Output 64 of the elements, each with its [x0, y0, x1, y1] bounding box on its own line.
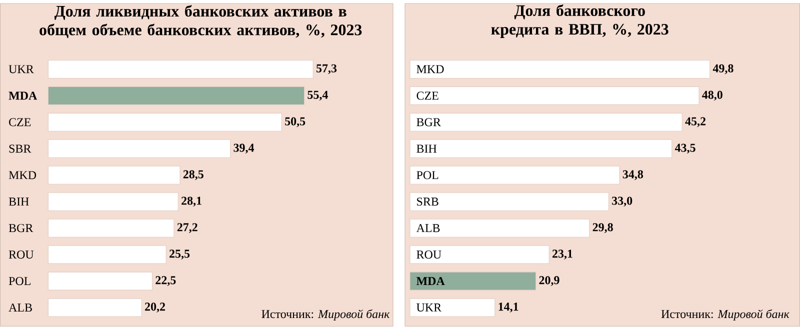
- bar: [410, 298, 496, 317]
- y-tick-label: ALB: [8, 304, 32, 312]
- bar: [48, 272, 153, 290]
- data-label: 25,5: [170, 250, 190, 260]
- y-tick-label: MKD: [8, 171, 36, 180]
- bar: [48, 113, 282, 132]
- bar: [48, 245, 166, 264]
- data-label: 34,8: [622, 170, 644, 180]
- y-tick-label: SRB: [417, 198, 438, 206]
- data-label: 57,3: [316, 64, 337, 74]
- bar: [48, 298, 142, 317]
- y-tick-label: CZE: [9, 118, 31, 126]
- data-label: 45,2: [685, 117, 706, 128]
- y-tick-label: POL: [416, 171, 438, 180]
- y-tick-label: ROU: [416, 250, 442, 259]
- y-tick-label: BGR: [8, 224, 34, 232]
- annotation: Источник: Мировой банк: [262, 309, 390, 321]
- data-label: 20,9: [539, 276, 560, 286]
- data-label: 29,8: [592, 223, 613, 234]
- y-tick-label: SBR: [9, 144, 32, 153]
- y-tick-label: UKR: [416, 304, 442, 312]
- data-label: 23,1: [552, 250, 572, 260]
- data-label: 27,2: [177, 223, 198, 234]
- data-label: 49,8: [712, 64, 734, 74]
- bar: [410, 113, 682, 132]
- y-tick-label: MDA: [416, 277, 445, 286]
- bar: [410, 192, 609, 211]
- data-label: 50,5: [285, 117, 306, 128]
- y-tick-label: MDA: [8, 92, 38, 100]
- data-label: 39,4: [234, 144, 254, 154]
- y-tick-label: ALB: [416, 224, 440, 232]
- y-tick-label: BGR: [416, 118, 441, 126]
- annotation: Источник: Мировой банк: [661, 309, 790, 321]
- data-label: 48,0: [702, 90, 722, 101]
- bar: [48, 86, 305, 106]
- data-label: 28,1: [182, 196, 202, 207]
- y-tick-label: BIH: [416, 144, 437, 153]
- bar: [410, 272, 536, 290]
- data-label: 33,0: [612, 196, 632, 207]
- y-tick-label: MKD: [416, 65, 444, 74]
- bar: [48, 192, 178, 211]
- data-label: 28,5: [183, 170, 204, 180]
- bar: [410, 218, 590, 238]
- chart-title: Доля ликвидных банковских активов в общем объеме банковских активов, %, 2023: [40, 5, 362, 38]
- y-tick-label: UKR: [8, 65, 34, 74]
- y-tick-label: POL: [8, 277, 30, 286]
- bar: [410, 245, 550, 264]
- data-label: 55,4: [308, 90, 328, 101]
- y-tick-label: BIH: [8, 198, 29, 206]
- bar: [48, 218, 174, 238]
- y-tick-label: CZE: [416, 92, 438, 100]
- bar: [48, 166, 180, 185]
- bar: [410, 86, 700, 106]
- data-label: 22,5: [156, 276, 176, 286]
- y-tick-label: ROU: [8, 250, 34, 259]
- chart-title: Доля банковского кредита в ВВП, %, 2023: [491, 4, 668, 38]
- bar: [410, 140, 672, 158]
- data-label: 43,5: [674, 144, 696, 154]
- data-label: 14,1: [498, 302, 518, 313]
- bar: [410, 166, 620, 185]
- bar: [48, 140, 231, 158]
- bar: [48, 60, 314, 79]
- data-label: 20,2: [145, 302, 165, 313]
- bar: [410, 60, 710, 79]
